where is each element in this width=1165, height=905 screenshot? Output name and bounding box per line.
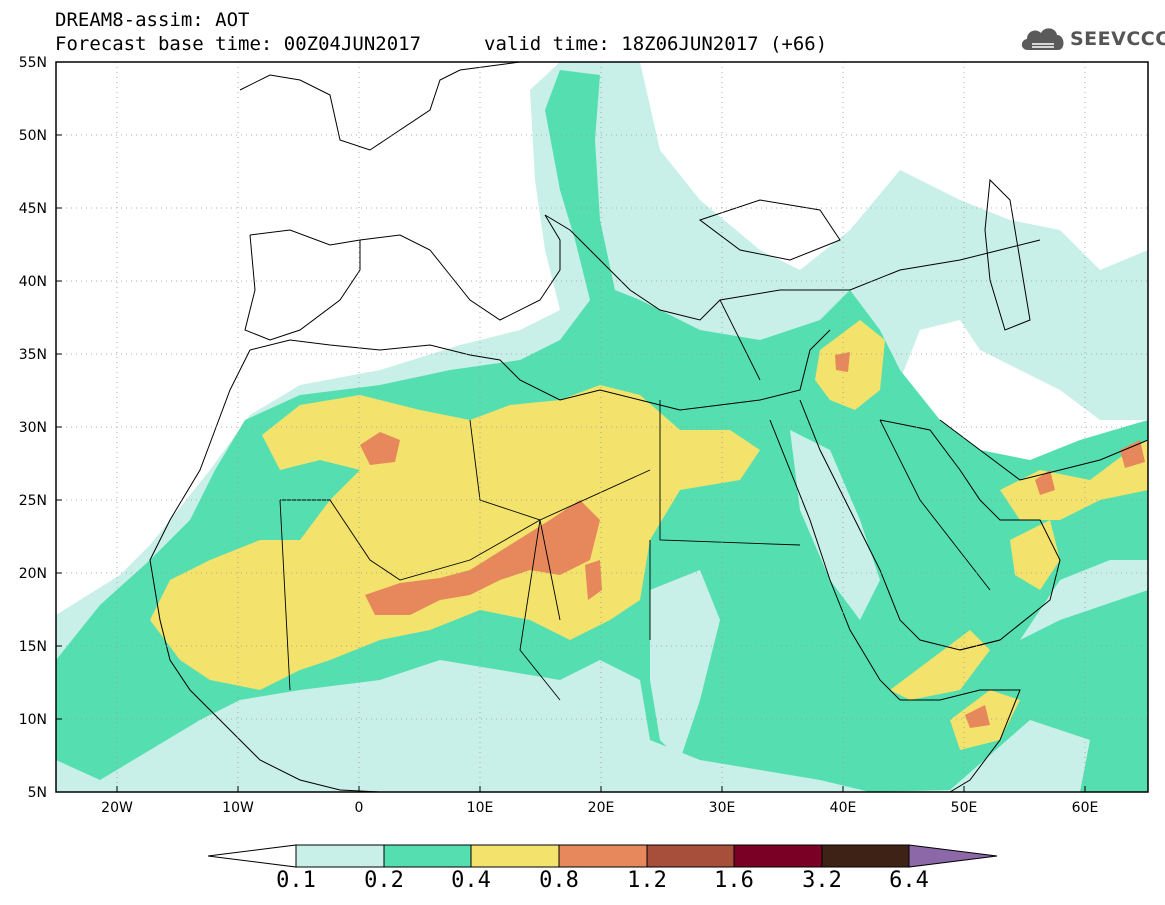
colorbar-swatch xyxy=(821,844,910,868)
forecast-base-time: Forecast base time: 00Z04JUN2017 xyxy=(55,33,422,55)
country-borders xyxy=(279,299,991,701)
aot-field-0.4 xyxy=(150,385,760,690)
y-tick-label: 25N xyxy=(19,493,47,509)
y-tick-label: 35N xyxy=(19,347,47,363)
colorbar-swatch xyxy=(558,844,648,868)
aot-field-0.8-arabia xyxy=(1120,440,1145,468)
colorbar xyxy=(207,844,998,868)
x-tick-label: 60E xyxy=(1072,800,1099,816)
coastline-caspian xyxy=(984,178,1031,331)
aot-field-0.4-oman xyxy=(1010,520,1060,590)
x-tick-label: 10E xyxy=(467,800,494,816)
y-tick-labels: 55N 50N 45N 40N 35N 30N 25N 20N 15N 10N … xyxy=(19,55,47,801)
colorbar-label: 0.1 xyxy=(276,868,316,893)
coastline-west-africa xyxy=(149,349,381,792)
colorbar-swatch xyxy=(383,844,472,868)
y-tick-label: 5N xyxy=(28,785,47,801)
map-title: DREAM8-assim: AOT xyxy=(55,9,250,31)
y-tick-label: 55N xyxy=(19,55,47,71)
colorbar-swatch xyxy=(733,844,823,868)
y-axis xyxy=(56,61,62,793)
coastline-north-africa xyxy=(249,329,831,411)
aot-field-0.8-sahara xyxy=(585,560,602,600)
aot-field-0.8-levant xyxy=(835,352,850,372)
y-tick-label: 15N xyxy=(19,639,47,655)
aot-field-0.8-gulf xyxy=(1035,470,1055,495)
y-tick-label: 30N xyxy=(19,420,47,436)
colorbar-under-arrow xyxy=(207,844,297,868)
aot-field-0.1-patch-east xyxy=(650,570,720,760)
colorbar-label: 0.8 xyxy=(539,868,579,893)
colorbar-swatch xyxy=(295,844,385,868)
x-tick-labels: 20W 10W 0 10E 20E 30E 40E 50E 60E xyxy=(101,800,1098,816)
grid-lines xyxy=(56,62,1148,792)
coastline-red-sea xyxy=(769,399,1001,701)
y-tick-label: 10N xyxy=(19,712,47,728)
coastline-black-sea xyxy=(698,199,841,261)
x-tick-label: 0 xyxy=(355,800,364,816)
colorbar-label: 0.2 xyxy=(364,868,404,893)
y-tick-label: 45N xyxy=(19,201,47,217)
colorbar-swatch xyxy=(470,844,560,868)
x-tick-label: 30E xyxy=(709,800,736,816)
y-tick-label: 50N xyxy=(19,128,47,144)
aot-field-0.4-levant xyxy=(815,320,885,410)
x-tick-label: 40E xyxy=(830,800,857,816)
y-tick-label: 40N xyxy=(19,274,47,290)
colorbar-label: 3.2 xyxy=(802,868,842,893)
y-tick-label: 20N xyxy=(19,566,47,582)
colorbar-label: 1.2 xyxy=(627,868,667,893)
x-tick-label: 20E xyxy=(588,800,615,816)
colorbar-label: 0.4 xyxy=(451,868,491,893)
coastline-arabia xyxy=(879,419,1148,651)
coastline-iberia xyxy=(244,234,361,341)
logo-text: SEEVCCC xyxy=(1070,28,1165,50)
aot-field-0.8-somalia xyxy=(965,705,990,728)
coastline-europe xyxy=(239,62,1041,321)
x-tick-label: 20W xyxy=(101,800,133,816)
seevccc-logo: SEEVCCC xyxy=(1018,22,1165,56)
aot-field-0.8-west xyxy=(360,432,400,465)
x-tick-label: 50E xyxy=(951,800,978,816)
x-tick-label: 10W xyxy=(222,800,254,816)
coastline-horn xyxy=(900,689,1021,792)
aot-field-0.1-patch-redsea xyxy=(790,430,880,620)
colorbar-swatch xyxy=(646,844,735,868)
aot-field-0.8-central xyxy=(365,500,600,615)
coastlines xyxy=(149,62,1148,792)
cloud-icon xyxy=(1021,28,1064,50)
colorbar-label: 6.4 xyxy=(889,868,929,893)
colorbar-label: 1.6 xyxy=(714,868,754,893)
aot-field-0.4-somalia xyxy=(890,630,990,700)
valid-time: valid time: 18Z06JUN2017 (+66) xyxy=(484,33,828,55)
colorbar-over-arrow xyxy=(908,844,998,868)
x-axis xyxy=(116,786,1086,792)
